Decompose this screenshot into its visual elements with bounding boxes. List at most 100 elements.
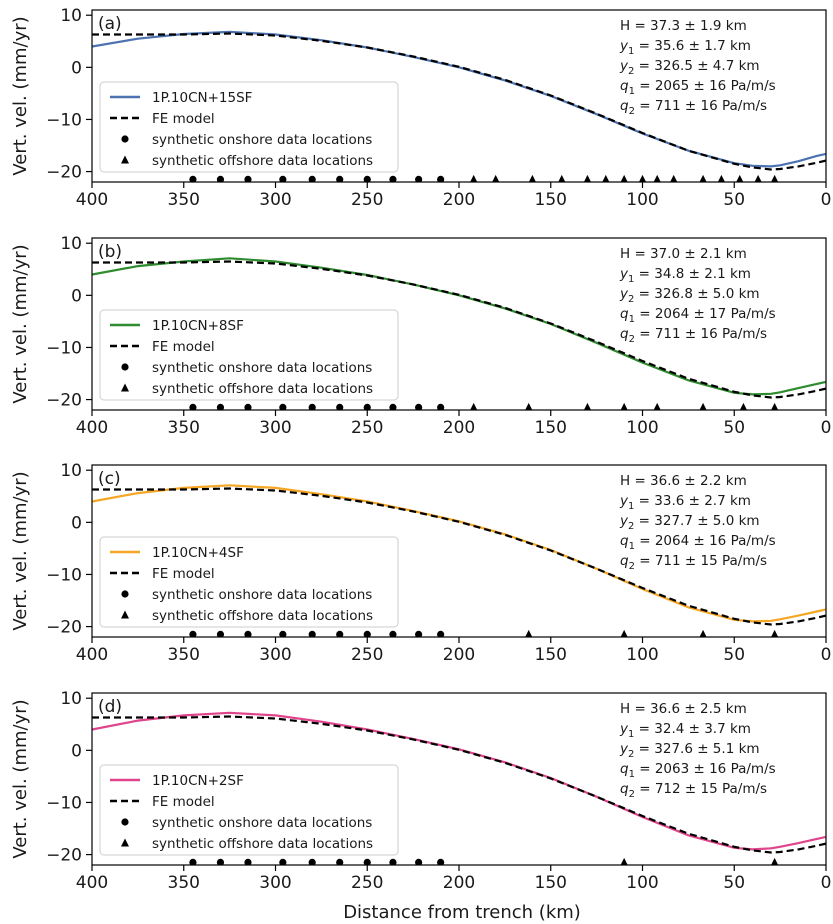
y-tick-label: 10 xyxy=(60,689,82,709)
legend-label: synthetic onshore data locations xyxy=(152,360,372,376)
onshore-data-marker xyxy=(437,858,445,865)
param-line: y1 = 34.8 ± 2.1 km xyxy=(619,266,751,285)
onshore-data-marker xyxy=(189,175,197,182)
onshore-data-marker xyxy=(415,403,423,410)
onshore-data-marker xyxy=(363,403,371,410)
legend-offshore-swatch xyxy=(121,610,129,619)
y-tick-label: −20 xyxy=(46,846,82,866)
legend-label: 1P.10CN+8SF xyxy=(152,318,244,334)
x-tick-label: 150 xyxy=(535,418,567,438)
x-tick-label: 350 xyxy=(168,190,200,210)
legend-box xyxy=(99,764,399,856)
x-axis-label: Distance from trench (km) xyxy=(343,902,581,923)
offshore-data-marker xyxy=(771,857,779,865)
x-tick-label: 0 xyxy=(821,418,832,438)
offshore-data-marker xyxy=(699,402,707,410)
param-line: q1 = 2063 ± 16 Pa/m/s xyxy=(620,761,776,780)
y-tick-label: −10 xyxy=(46,338,82,358)
onshore-data-marker xyxy=(216,858,225,865)
legend-label: synthetic offshore data locations xyxy=(152,836,373,852)
param-line: q2 = 712 ± 15 Pa/m/s xyxy=(620,781,767,800)
plot-frame xyxy=(91,692,827,866)
fe-model-line xyxy=(92,715,826,854)
plot-area xyxy=(92,257,826,410)
offshore-data-marker xyxy=(620,857,628,865)
x-tick-label: 50 xyxy=(723,190,745,210)
param-line: H = 37.3 ± 1.9 km xyxy=(620,18,747,34)
offshore-data-marker xyxy=(583,174,592,182)
offshore-data-marker xyxy=(558,174,566,182)
onshore-data-marker xyxy=(389,858,397,865)
param-line: q1 = 2064 ± 16 Pa/m/s xyxy=(620,533,776,552)
onshore-data-marker xyxy=(308,630,316,637)
y-axis-label: Vert. vel. (mm/yr) xyxy=(10,244,31,403)
onshore-data-marker xyxy=(279,858,287,865)
x-tick-label: 300 xyxy=(259,190,291,210)
param-line: y1 = 35.6 ± 1.7 km xyxy=(619,38,751,57)
offshore-data-marker xyxy=(699,174,707,182)
x-tick-label: 350 xyxy=(168,873,200,893)
offshore-data-marker xyxy=(525,629,533,637)
x-tick-label: 200 xyxy=(443,190,475,210)
offshore-data-marker xyxy=(754,174,762,182)
legend-onshore-swatch xyxy=(121,135,129,143)
onshore-data-marker xyxy=(363,630,371,637)
onshore-data-marker xyxy=(216,175,225,182)
x-tick-label: 50 xyxy=(723,418,745,438)
onshore-data-marker xyxy=(216,403,225,410)
x-tick-label: 100 xyxy=(626,418,658,438)
x-tick-label: 150 xyxy=(535,190,567,210)
param-line: q2 = 711 ± 15 Pa/m/s xyxy=(620,553,767,572)
y-tick-label: 10 xyxy=(60,461,82,481)
y-axis-label: Vert. vel. (mm/yr) xyxy=(10,699,31,858)
x-tick-label: 350 xyxy=(168,645,200,665)
offshore-data-marker xyxy=(583,402,592,410)
panel-letter: (b) xyxy=(98,242,122,262)
param-line: H = 36.6 ± 2.2 km xyxy=(620,473,747,489)
legend-onshore-swatch xyxy=(121,590,129,598)
x-tick-label: 0 xyxy=(821,873,832,893)
legend-label: synthetic offshore data locations xyxy=(152,153,373,169)
param-line: y2 = 326.5 ± 4.7 km xyxy=(619,58,760,77)
onshore-data-marker xyxy=(279,175,287,182)
onshore-data-marker xyxy=(279,403,287,410)
x-tick-label: 50 xyxy=(723,645,745,665)
legend-onshore-swatch xyxy=(121,818,129,826)
offshore-data-marker xyxy=(771,629,779,637)
plot-frame xyxy=(91,9,827,183)
offshore-data-marker xyxy=(620,402,628,410)
onshore-data-marker xyxy=(415,175,423,182)
x-tick-label: 350 xyxy=(168,418,200,438)
y-axis-label: Vert. vel. (mm/yr) xyxy=(10,16,31,175)
onshore-data-marker xyxy=(189,858,197,865)
x-tick-label: 150 xyxy=(535,645,567,665)
x-tick-label: 400 xyxy=(76,190,108,210)
legend-label: synthetic onshore data locations xyxy=(152,587,372,603)
panel-letter: (a) xyxy=(98,14,122,34)
plot-area xyxy=(92,30,826,182)
param-line: H = 37.0 ± 2.1 km xyxy=(620,246,747,262)
x-tick-label: 400 xyxy=(76,873,108,893)
offshore-data-marker xyxy=(620,174,628,182)
offshore-data-marker xyxy=(470,174,478,182)
onshore-data-marker xyxy=(415,630,423,637)
x-tick-label: 150 xyxy=(535,873,567,893)
x-tick-label: 300 xyxy=(259,418,291,438)
onshore-data-marker xyxy=(279,630,287,637)
onshore-data-marker xyxy=(437,630,445,637)
offshore-data-marker xyxy=(653,402,661,410)
y-tick-label: −20 xyxy=(46,163,82,183)
legend-label: synthetic offshore data locations xyxy=(152,381,373,397)
legend-label: FE model xyxy=(152,566,215,582)
x-tick-label: 400 xyxy=(76,645,108,665)
onshore-data-marker xyxy=(389,175,397,182)
legend-offshore-swatch xyxy=(121,155,129,164)
param-line: H = 36.6 ± 2.5 km xyxy=(620,701,747,717)
y-tick-label: −20 xyxy=(46,618,82,638)
x-tick-label: 250 xyxy=(351,418,383,438)
legend-label: synthetic offshore data locations xyxy=(152,608,373,624)
plot-area xyxy=(92,484,826,637)
